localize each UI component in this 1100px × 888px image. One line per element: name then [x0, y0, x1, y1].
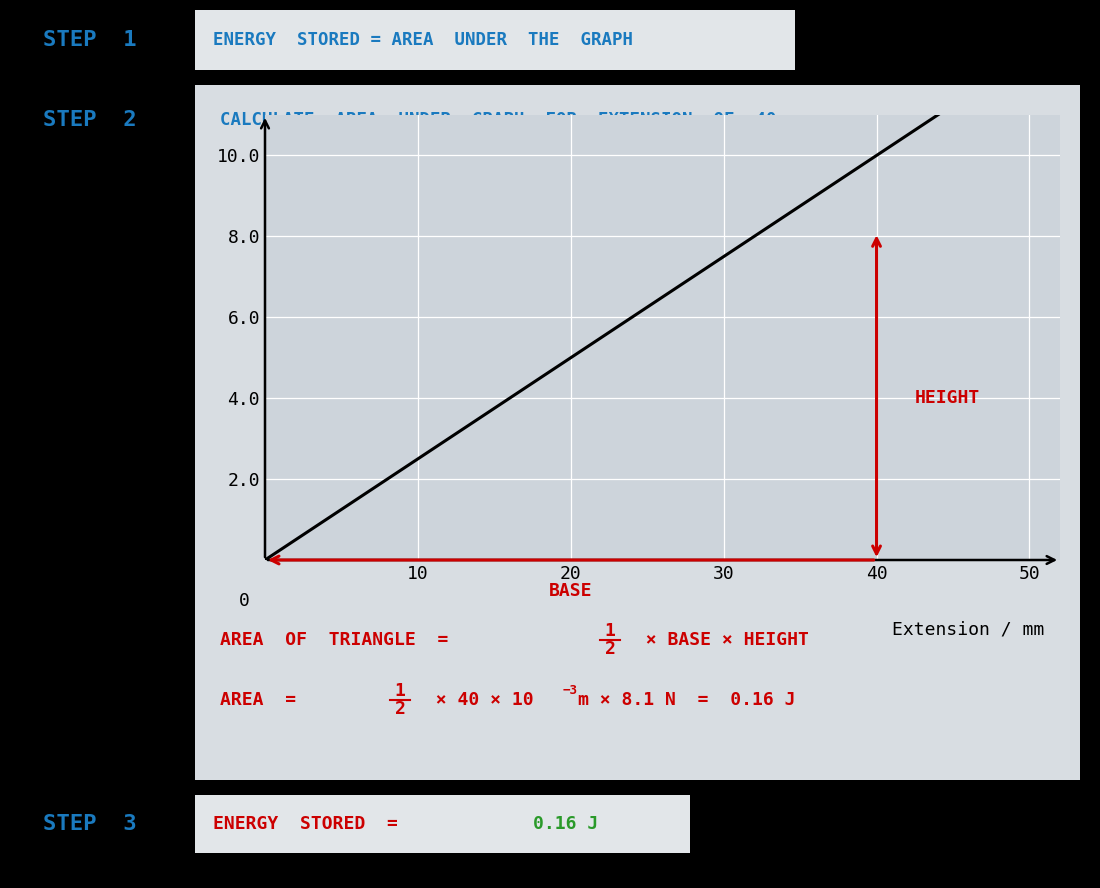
Text: F / N: F / N — [103, 147, 158, 164]
Text: BASE: BASE — [549, 583, 593, 600]
Text: 2: 2 — [395, 700, 406, 718]
Text: AREA  OF  TRIANGLE  =: AREA OF TRIANGLE = — [220, 631, 460, 649]
Text: CALCULATE  AREA  UNDER  GRAPH  FOR  EXTENSION  OF  40mm: CALCULATE AREA UNDER GRAPH FOR EXTENSION… — [220, 111, 797, 129]
Bar — [195, 10, 795, 70]
Text: ENERGY  STORED = AREA  UNDER  THE  GRAPH: ENERGY STORED = AREA UNDER THE GRAPH — [213, 31, 632, 49]
Text: STEP  3: STEP 3 — [43, 814, 136, 834]
Text: STEP  2: STEP 2 — [43, 110, 136, 130]
Text: m × 8.1 N  =  0.16 J: m × 8.1 N = 0.16 J — [578, 691, 795, 709]
Text: 1: 1 — [395, 682, 406, 700]
Text: × BASE × HEIGHT: × BASE × HEIGHT — [624, 631, 808, 649]
Text: 0: 0 — [239, 592, 250, 610]
Text: HEIGHT: HEIGHT — [915, 389, 980, 408]
Text: Extension / mm: Extension / mm — [892, 621, 1044, 638]
Text: 2: 2 — [605, 640, 615, 658]
Text: STEP  1: STEP 1 — [43, 30, 136, 50]
Text: × 40 × 10: × 40 × 10 — [414, 691, 534, 709]
Text: −3: −3 — [563, 684, 578, 696]
Text: AREA  =: AREA = — [220, 691, 307, 709]
Bar — [195, 795, 690, 853]
Text: 1: 1 — [605, 622, 615, 640]
Text: 0.16 J: 0.16 J — [534, 815, 598, 833]
Bar — [195, 85, 1080, 780]
Text: ENERGY  STORED  =: ENERGY STORED = — [213, 815, 409, 833]
